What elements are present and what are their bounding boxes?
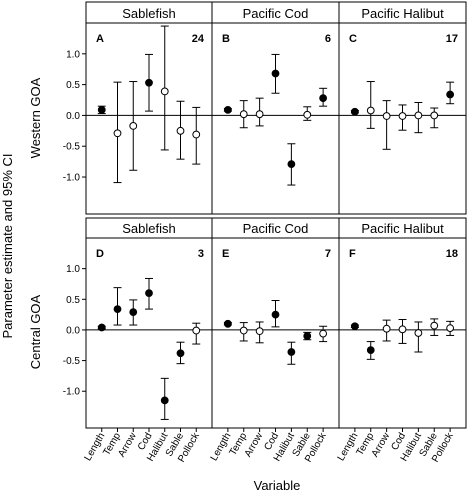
estimate-point-open: [446, 324, 455, 332]
estimate-point-filled: [271, 310, 280, 319]
row-label-central: Central GOA: [28, 294, 43, 369]
estimate-point-filled: [446, 90, 455, 99]
y-tick-label: 0.0: [66, 325, 80, 336]
panels-group: Sablefish Pacific Cod Pacific Halibut -1.0 -…: [63, 1, 467, 464]
panel-sample-count: 6: [325, 33, 331, 45]
estimate-point-open: [239, 326, 248, 335]
strip-label: Pacific Cod: [243, 221, 309, 236]
estimate-point-filled: [129, 308, 138, 317]
estimate-point-filled: [97, 323, 106, 332]
y-tick-label: 0.5: [66, 295, 80, 306]
estimate-point-filled: [271, 69, 280, 78]
estimate-point-open: [319, 329, 328, 338]
panel-letter: B: [222, 33, 230, 45]
y-tick-label: 0.5: [66, 80, 80, 91]
panel-letter: E: [222, 248, 229, 260]
estimate-point-filled: [287, 160, 296, 168]
estimate-point-open: [303, 110, 312, 119]
estimate-point-open: [176, 126, 185, 135]
estimate-point-filled: [319, 94, 328, 103]
panel-letter: A: [96, 33, 104, 45]
estimate-point-open: [398, 112, 407, 120]
estimate-point-filled: [303, 332, 312, 340]
estimate-point-open: [366, 106, 375, 115]
estimate-point-open: [192, 130, 201, 139]
estimate-point-filled: [97, 105, 106, 114]
estimate-point-open: [160, 87, 169, 96]
estimate-point-filled: [176, 349, 185, 358]
strip-label: Sablefish: [122, 6, 175, 21]
x-axis-title: Variable: [254, 478, 301, 493]
estimate-point-filled: [350, 322, 359, 331]
estimate-point-filled: [223, 319, 232, 328]
panel-sample-count: 18: [446, 248, 458, 260]
estimate-point-open: [192, 326, 201, 335]
estimate-point-filled: [113, 305, 122, 313]
estimate-point-filled: [160, 396, 169, 405]
y-tick-label: -1.0: [63, 173, 81, 184]
strip-label: Pacific Halibut: [361, 221, 444, 236]
estimate-point-open: [255, 110, 264, 119]
estimate-point-open: [430, 111, 439, 120]
estimate-point-open: [398, 325, 407, 334]
estimate-point-filled: [145, 78, 153, 87]
estimate-point-filled: [350, 107, 359, 116]
panel-sample-count: 7: [325, 248, 331, 260]
estimate-point-open: [113, 129, 122, 138]
estimate-point-filled: [287, 348, 296, 356]
y-tick-label: -1.0: [63, 387, 81, 398]
estimate-point-open: [382, 112, 391, 120]
estimate-point-open: [430, 321, 439, 330]
strip-label: Pacific Cod: [243, 6, 309, 21]
panel-letter: F: [349, 248, 356, 260]
estimate-point-open: [382, 324, 391, 333]
estimate-point-open: [255, 327, 264, 336]
panel-sample-count: 24: [192, 33, 205, 45]
panel-sample-count: 17: [446, 33, 458, 45]
panel-sample-count: 3: [198, 248, 204, 260]
y-tick-label: 1.0: [66, 264, 80, 275]
y-tick-label: 0.0: [66, 111, 80, 122]
estimate-point-open: [414, 111, 423, 120]
estimate-point-open: [129, 121, 138, 130]
row-frame: [85, 22, 467, 215]
strip-label: Sablefish: [122, 221, 175, 236]
estimate-point-filled: [366, 346, 375, 355]
panel-letter: D: [96, 248, 104, 260]
estimate-point-filled: [145, 289, 153, 298]
row-frame: [85, 237, 467, 429]
row-label-western: Western GOA: [28, 77, 43, 158]
strip-label: Pacific Halibut: [361, 6, 444, 21]
estimate-point-filled: [223, 105, 232, 114]
y-tick-label: -0.5: [63, 142, 81, 153]
y-tick-label: 1.0: [66, 49, 80, 60]
y-axis-title: Parameter estimate and 95% CI: [0, 154, 15, 339]
estimate-point-open: [239, 110, 248, 119]
y-tick-label: -0.5: [63, 356, 81, 367]
estimate-point-open: [414, 329, 423, 337]
panel-letter: C: [349, 33, 357, 45]
